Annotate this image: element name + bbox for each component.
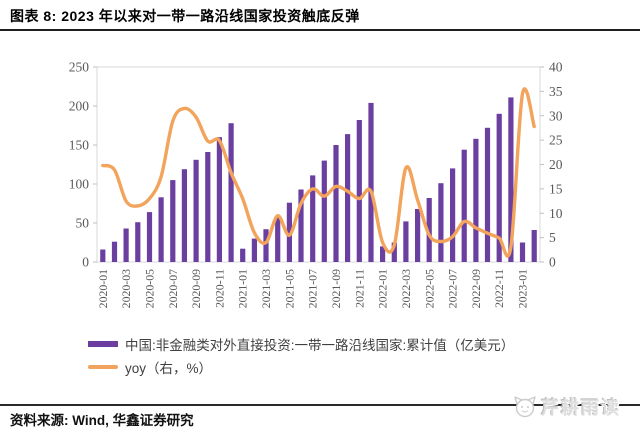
svg-text:2021-07: 2021-07 [306, 269, 320, 308]
svg-text:150: 150 [69, 138, 90, 153]
svg-text:35: 35 [549, 84, 563, 99]
watermark: 芹耕雨读 [512, 390, 638, 424]
svg-text:40: 40 [549, 60, 563, 75]
source-note: 资料来源: Wind, 华鑫证券研究 [10, 413, 194, 428]
svg-text:2022-05: 2022-05 [422, 269, 436, 308]
svg-text:25: 25 [549, 133, 563, 148]
svg-text:2020-07: 2020-07 [166, 269, 180, 308]
svg-text:2020-05: 2020-05 [143, 269, 157, 308]
legend-item-bar-series: 中国:非金融类对外直接投资:一带一路沿线国家:累计值（亿美元） [88, 332, 628, 355]
svg-text:2020-11: 2020-11 [212, 269, 226, 308]
svg-text:10: 10 [549, 206, 563, 221]
svg-text:200: 200 [69, 99, 90, 114]
svg-text:2022-09: 2022-09 [469, 269, 483, 308]
svg-text:2021-11: 2021-11 [352, 269, 366, 308]
svg-text:0: 0 [82, 255, 89, 270]
svg-text:2022-03: 2022-03 [399, 269, 413, 308]
svg-text:5: 5 [549, 230, 556, 245]
chart-area: 0 50 100 150 200 250 0 5 10 15 20 25 30 35 40 2020-01 20… [0, 30, 640, 332]
footer-divider [0, 404, 640, 406]
line-series-swatch-icon [88, 364, 118, 369]
svg-text:2021-05: 2021-05 [282, 269, 296, 308]
svg-text:2022-11: 2022-11 [492, 269, 506, 308]
svg-text:2020-03: 2020-03 [119, 269, 133, 308]
figure-title: 图表 8: 2023 年以来对一带一路沿线国家投资触底反弹 [10, 8, 360, 24]
svg-text:0: 0 [549, 255, 556, 270]
chart-legend: 中国:非金融类对外直接投资:一带一路沿线国家:累计值（亿美元） yoy（右，%） [88, 332, 628, 378]
svg-text:2022-01: 2022-01 [376, 269, 390, 308]
svg-text:20: 20 [549, 157, 563, 172]
watermark-logo-icon [514, 396, 536, 418]
bar-series-swatch-icon [88, 340, 118, 347]
svg-text:100: 100 [69, 177, 90, 192]
legend-bar-label: 中国:非金融类对外直接投资:一带一路沿线国家:累计值（亿美元） [125, 337, 515, 353]
legend-item-line-series: yoy（右，%） [88, 355, 628, 378]
svg-text:50: 50 [76, 216, 90, 231]
svg-text:250: 250 [69, 60, 90, 75]
svg-text:2022-07: 2022-07 [446, 269, 460, 308]
svg-text:2020-09: 2020-09 [189, 269, 203, 308]
svg-text:15: 15 [549, 181, 563, 196]
svg-text:2023-01: 2023-01 [516, 269, 530, 308]
svg-text:2021-03: 2021-03 [259, 269, 273, 308]
svg-text:2021-01: 2021-01 [236, 269, 250, 308]
combo-chart-svg: 0 50 100 150 200 250 0 5 10 15 20 25 30 35 40 2020-01 20… [69, 60, 563, 309]
legend-line-label: yoy（右，%） [125, 360, 213, 376]
watermark-text: 芹耕雨读 [541, 398, 621, 418]
title-divider [0, 29, 640, 31]
svg-text:2021-09: 2021-09 [329, 269, 343, 308]
svg-text:30: 30 [549, 108, 563, 123]
svg-text:2020-01: 2020-01 [96, 269, 110, 308]
